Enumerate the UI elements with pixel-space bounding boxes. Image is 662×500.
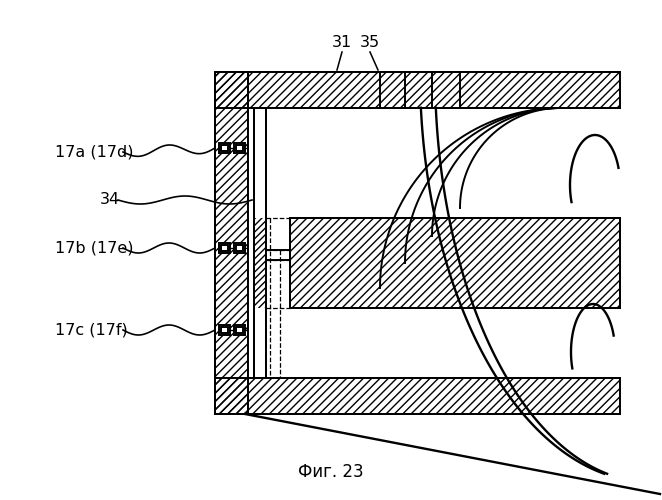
Bar (215, 72, 620, 108)
Bar (234, 324, 245, 336)
Bar (236, 326, 243, 334)
Bar (215, 72, 620, 108)
Bar (221, 244, 228, 252)
Bar (266, 250, 290, 260)
Bar (221, 326, 228, 334)
Bar (248, 308, 290, 378)
Bar (221, 144, 228, 152)
Bar (254, 108, 266, 378)
Bar (248, 108, 290, 218)
Bar (215, 72, 248, 414)
Text: 17a (17d): 17a (17d) (55, 144, 134, 160)
Bar (219, 242, 230, 254)
Bar (290, 218, 620, 308)
Text: Фиг. 23: Фиг. 23 (298, 463, 364, 481)
Bar (219, 142, 230, 154)
Bar (234, 142, 245, 154)
Bar (290, 218, 620, 308)
Bar (234, 242, 245, 254)
Bar (215, 378, 620, 414)
Bar (236, 144, 243, 152)
Text: 31: 31 (332, 35, 352, 50)
Bar (219, 324, 230, 336)
Text: 35: 35 (360, 35, 380, 50)
Bar (254, 108, 266, 378)
Bar (254, 108, 266, 378)
Bar (215, 378, 620, 414)
Text: 17b (17e): 17b (17e) (55, 240, 134, 256)
Bar (248, 108, 254, 378)
Text: 34: 34 (100, 192, 120, 208)
Bar (215, 72, 248, 414)
Text: 17c (17f): 17c (17f) (55, 322, 128, 338)
Bar (236, 244, 243, 252)
